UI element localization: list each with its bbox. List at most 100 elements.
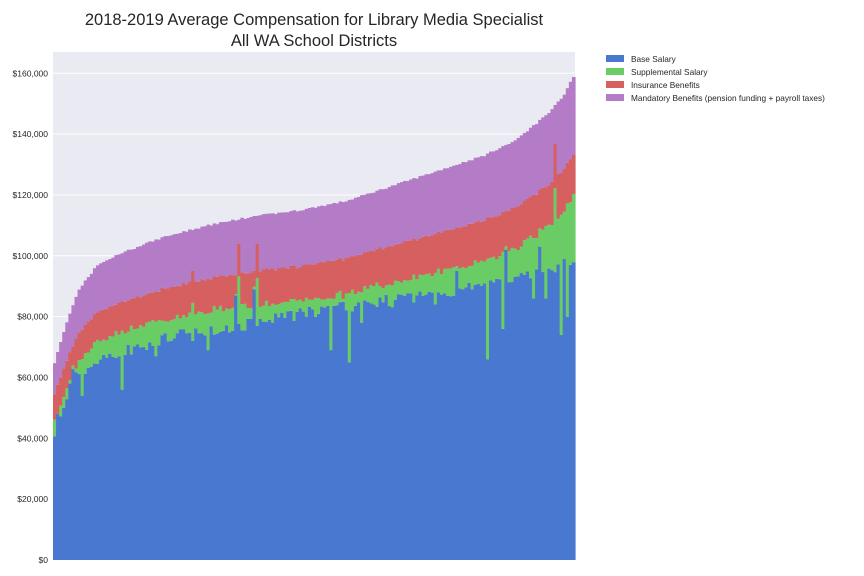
bar-supplemental-salary xyxy=(415,279,419,296)
bar-base-salary xyxy=(418,291,423,560)
bar-insurance-benefits xyxy=(95,312,100,340)
bar-supplemental-salary xyxy=(120,330,125,390)
bar-mandatory-benefits xyxy=(191,230,195,272)
bar-mandatory-benefits xyxy=(455,164,459,228)
bar-base-salary xyxy=(53,436,57,560)
bar-mandatory-benefits xyxy=(157,239,162,292)
bar-base-salary xyxy=(525,271,530,560)
bar-base-salary xyxy=(310,309,315,560)
bar-insurance-benefits xyxy=(433,233,438,273)
bar-base-salary xyxy=(172,338,177,560)
bar-base-salary xyxy=(369,303,373,560)
bar-base-salary xyxy=(544,298,548,560)
bar-base-salary xyxy=(271,322,275,560)
bar-base-salary xyxy=(479,285,484,560)
bar-base-salary xyxy=(154,356,158,560)
bar-supplemental-salary xyxy=(280,302,284,313)
bar-base-salary xyxy=(375,306,380,560)
bar-base-salary xyxy=(89,366,94,560)
bar-insurance-benefits xyxy=(532,195,536,238)
bar-supplemental-salary xyxy=(277,304,281,318)
bar-base-salary xyxy=(427,291,432,560)
bar-supplemental-salary xyxy=(366,288,370,302)
bars xyxy=(53,77,576,560)
bar-supplemental-salary xyxy=(550,224,555,271)
bar-insurance-benefits xyxy=(292,265,297,300)
bar-base-salary xyxy=(74,372,79,560)
bar-base-salary xyxy=(252,289,257,560)
bar-supplemental-salary xyxy=(212,305,217,335)
bar-mandatory-benefits xyxy=(338,201,343,258)
bar-supplemental-salary xyxy=(292,299,297,321)
bar-mandatory-benefits xyxy=(286,212,291,269)
bar-mandatory-benefits xyxy=(559,98,564,174)
bar-mandatory-benefits xyxy=(200,226,205,280)
bar-mandatory-benefits xyxy=(307,207,312,265)
bar-insurance-benefits xyxy=(286,268,291,302)
bar-base-salary xyxy=(461,289,466,560)
bar-base-salary xyxy=(135,344,140,560)
bar-mandatory-benefits xyxy=(145,242,149,295)
bar-insurance-benefits xyxy=(188,281,192,313)
bar-supplemental-salary xyxy=(482,261,487,284)
bar-mandatory-benefits xyxy=(123,251,128,302)
bar-mandatory-benefits xyxy=(396,183,401,244)
bar-mandatory-benefits xyxy=(372,192,377,252)
bar-base-salary xyxy=(188,332,192,560)
bar-insurance-benefits xyxy=(473,222,478,261)
bar-mandatory-benefits xyxy=(108,259,112,307)
bar-base-salary xyxy=(114,357,119,560)
bar-supplemental-salary xyxy=(160,320,165,336)
bar-base-salary xyxy=(421,295,426,560)
bar-base-salary xyxy=(157,345,162,560)
bar-supplemental-salary xyxy=(258,306,263,319)
bar-mandatory-benefits xyxy=(516,137,521,207)
bar-base-salary xyxy=(277,317,281,560)
bar-supplemental-salary xyxy=(338,290,343,303)
bar-supplemental-salary xyxy=(83,353,88,374)
bar-mandatory-benefits xyxy=(203,226,208,281)
bar-supplemental-salary xyxy=(188,312,192,333)
y-tick-label: $0 xyxy=(39,555,49,565)
bar-insurance-benefits xyxy=(320,261,324,300)
bar-supplemental-salary xyxy=(102,339,106,355)
bar-supplemental-salary xyxy=(53,419,57,437)
bar-mandatory-benefits xyxy=(185,231,189,285)
bar-supplemental-salary xyxy=(71,365,76,370)
bar-insurance-benefits xyxy=(191,271,195,303)
bar-insurance-benefits xyxy=(314,264,318,298)
bar-base-salary xyxy=(86,367,91,560)
bar-supplemental-salary xyxy=(559,214,564,335)
bar-base-salary xyxy=(301,311,306,560)
bar-insurance-benefits xyxy=(366,252,370,289)
bar-mandatory-benefits xyxy=(356,196,361,255)
bar-insurance-benefits xyxy=(550,181,555,225)
bar-base-salary xyxy=(455,271,459,560)
bar-supplemental-salary xyxy=(433,272,438,305)
bar-supplemental-salary xyxy=(80,359,85,396)
bar-insurance-benefits xyxy=(350,256,355,290)
bar-supplemental-salary xyxy=(135,328,140,345)
bar-mandatory-benefits xyxy=(169,235,174,288)
bar-insurance-benefits xyxy=(356,254,361,292)
bar-insurance-benefits xyxy=(178,286,183,319)
bar-supplemental-salary xyxy=(264,300,269,323)
bar-mandatory-benefits xyxy=(317,206,321,263)
bar-insurance-benefits xyxy=(452,229,456,268)
y-tick-label: $40,000 xyxy=(17,433,48,443)
bar-mandatory-benefits xyxy=(148,241,152,293)
bar-base-salary xyxy=(415,295,419,560)
bar-supplemental-salary xyxy=(473,260,478,285)
bar-mandatory-benefits xyxy=(323,206,327,263)
bar-supplemental-salary xyxy=(335,293,340,306)
bar-base-salary xyxy=(442,293,447,560)
bar-base-salary xyxy=(387,306,392,560)
bar-base-salary xyxy=(510,281,515,560)
bar-mandatory-benefits xyxy=(92,268,97,315)
bar-supplemental-salary xyxy=(528,235,533,279)
bar-insurance-benefits xyxy=(568,159,573,203)
bar-base-salary xyxy=(559,334,564,560)
bar-insurance-benefits xyxy=(553,143,558,189)
bar-mandatory-benefits xyxy=(541,117,545,188)
bar-mandatory-benefits xyxy=(178,233,183,287)
